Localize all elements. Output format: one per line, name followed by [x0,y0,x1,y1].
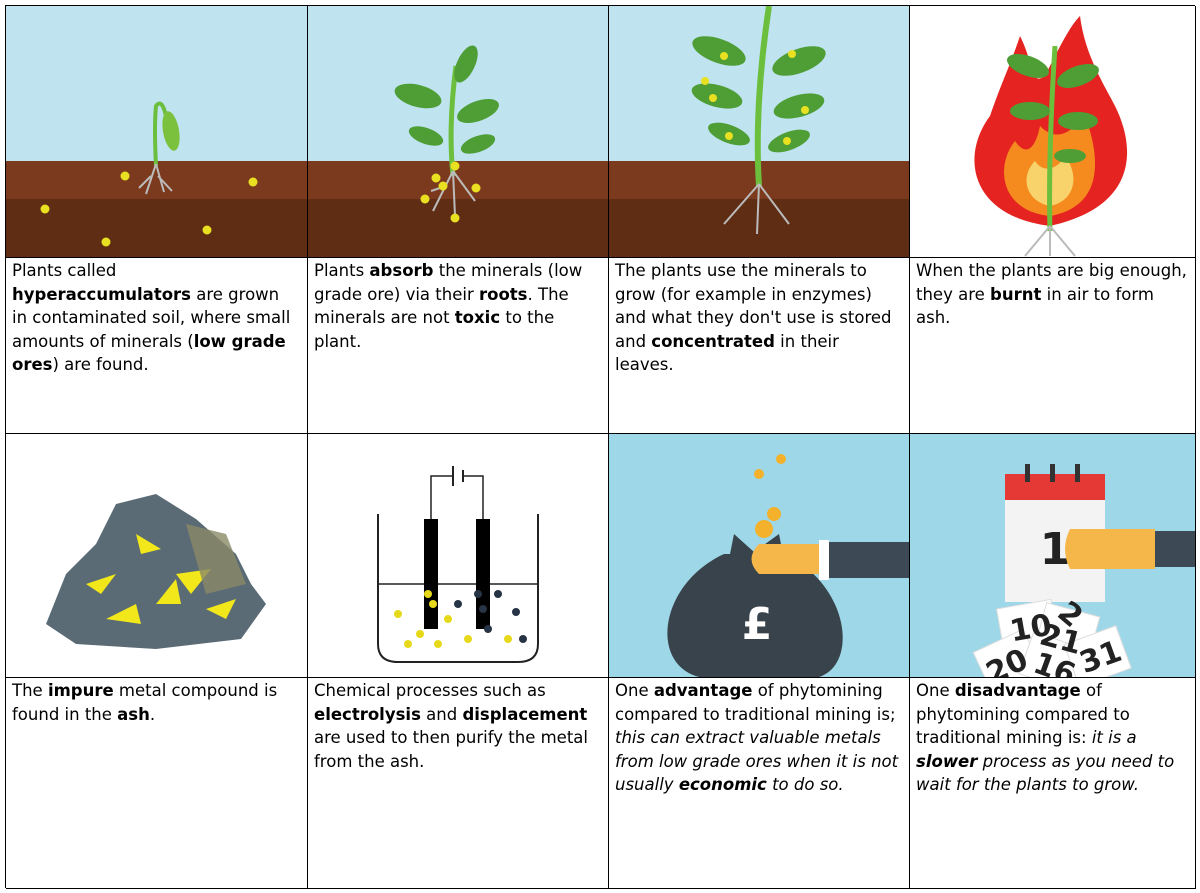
text-run: of phytomining compared to traditional m… [615,681,896,724]
text-run: absorb [369,261,434,280]
text-run: Plants called [12,261,117,280]
text-run: burnt [990,284,1042,304]
text-run: concentrated [651,331,775,351]
text-run: to the plant. [314,308,555,351]
text-cell: Chemical processes such as electrolysis … [308,678,609,889]
text-cell: One advantage of phytomining compared to… [609,678,910,889]
image-cell [910,6,1196,258]
text-run: in air to form ash. [916,284,1154,328]
ash-image [46,494,266,649]
image-cell [308,434,609,678]
text-run: slower [916,751,978,771]
text-run: disadvantage [954,681,1081,700]
text-run: Plants [314,261,370,280]
text-cell: The plants use the minerals to grow (for… [609,258,910,434]
text-run: of phytomining compared to traditional m… [916,681,1130,747]
text-cell: The impure metal compound is found in th… [6,678,308,889]
text-run: displacement [462,704,588,724]
image-cell [609,6,910,258]
text-run: in their leaves. [615,331,839,375]
text-run: When the plants are big enough, they are [916,261,1187,304]
phytomining-grid: Plants called hyperaccumulators are grow… [5,5,1196,889]
image-cell [6,6,308,258]
electrolysis-image [377,466,539,663]
text-run: One [615,681,654,700]
text-run: are grown in contaminated soil, where sm… [12,284,291,351]
text-run: the minerals (low grade ore) via their [314,261,583,304]
burning-plant-image [974,16,1128,257]
text-run: electrolysis [314,704,421,724]
text-run: The plants use the minerals to grow (for… [615,261,892,351]
text-run: . The minerals are not [314,284,569,328]
text-run: to do so. [766,775,844,794]
text-cell: When the plants are big enough, they are… [910,258,1196,434]
money-bag-image: £ [609,434,909,677]
text-run: impure [47,681,114,700]
text-run: hyperaccumulators [12,284,191,304]
text-run: toxic [454,308,501,327]
text-run: . [149,704,156,724]
text-run: it is a [1091,728,1137,747]
text-run: advantage [653,681,753,700]
text-cell: One disadvantage of phytomining compared… [910,678,1196,889]
image-cell [6,434,308,678]
text-run: process as you need to wait for the plan… [916,751,1175,795]
text-run: Chemical processes such as [314,681,546,700]
text-run: are used to then purify the metal from t… [314,728,588,771]
grown-plant-image [609,6,909,257]
date-number: 10 [1007,608,1054,650]
pound-symbol: £ [742,599,773,650]
text-run: One [916,681,955,700]
text-run: ) are found. [52,355,149,374]
calendar-image: 1 10 2 21 20 16 31 [910,434,1195,677]
text-run: this can extract valuable metals from lo… [615,728,899,794]
young-plant-image [308,6,608,257]
text-run: The [12,681,48,700]
text-run: economic [678,775,767,794]
image-cell [308,6,609,258]
text-cell: Plants called hyperaccumulators are grow… [6,258,308,434]
text-run: ash [117,704,150,724]
text-cell: Plants absorb the minerals (low grade or… [308,258,609,434]
seedling-image [6,6,307,257]
text-run: and [420,704,463,724]
image-cell: 1 10 2 21 20 16 31 [910,434,1196,678]
text-run: roots [478,284,528,304]
text-run: metal compound is found in the [12,681,278,724]
image-cell: £ [609,434,910,678]
text-run: low grade ores [12,331,286,375]
